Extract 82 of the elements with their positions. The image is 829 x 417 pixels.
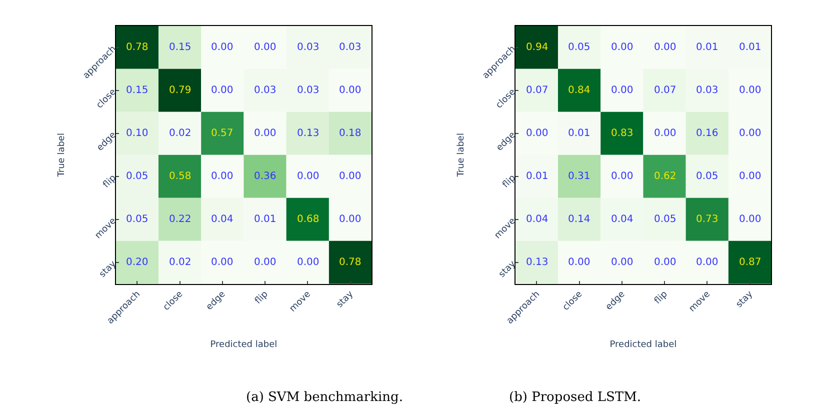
text: (b) Proposed LSTM. [509,390,642,405]
data-label: 0.13 [297,128,320,139]
x-tick-label: flip [652,289,670,306]
data-label: 0.16 [696,128,718,139]
data-label: 0.03 [696,85,718,96]
data-label: 0.01 [696,42,718,53]
data-label: 0.07 [654,85,676,96]
data-label: 0.04 [211,214,234,225]
data-label: 0.01 [254,214,276,225]
data-label: 0.00 [211,42,234,53]
data-label: 0.31 [568,171,590,182]
data-label: 0.00 [611,171,634,182]
y-tick-label: flip [101,173,119,190]
data-label: 0.01 [739,42,762,53]
data-label: 0.00 [611,42,634,53]
data-label: 0.13 [526,257,548,268]
data-label: 0.01 [526,171,548,182]
data-label: 0.00 [297,171,320,182]
data-label: 0.00 [696,257,718,268]
data-label: 0.00 [211,257,234,268]
data-label: 0.07 [526,85,548,96]
data-label: 0.00 [654,42,676,53]
data-label: 0.68 [297,214,320,225]
data-label: 0.18 [339,128,362,139]
data-label: 0.03 [339,42,362,53]
data-label: 0.00 [211,171,234,182]
data-label: 0.14 [568,214,590,225]
data-label: 0.00 [654,128,676,139]
data-label: 0.03 [297,42,320,53]
data-label: 0.15 [169,42,192,53]
data-label: 0.00 [339,85,362,96]
data-label: 0.00 [568,257,590,268]
data-label: 0.20 [126,257,148,268]
data-label: 0.03 [297,85,320,96]
data-label: 0.00 [339,214,362,225]
data-label: 0.04 [526,214,548,225]
data-label: 0.00 [654,257,676,268]
data-label: 0.84 [568,85,590,96]
data-label: 0.00 [611,85,634,96]
data-label: 0.01 [568,128,590,139]
data-label: 0.79 [169,85,192,96]
data-label: 0.78 [126,42,148,53]
data-label: 0.94 [526,42,548,53]
data-label: 0.62 [654,171,676,182]
data-label: 0.83 [611,128,634,139]
data-label: 0.05 [654,214,676,225]
data-label: 0.00 [254,257,276,268]
data-label: 0.00 [611,257,634,268]
data-label: 0.00 [297,257,320,268]
data-label: 0.02 [169,128,192,139]
data-label: 0.03 [254,85,276,96]
data-label: 0.00 [739,85,762,96]
data-label: 0.78 [339,257,362,268]
data-label: 0.00 [254,42,276,53]
data-label: 0.36 [254,171,276,182]
y-axis-title: True label [456,133,466,178]
data-label: 0.05 [696,171,718,182]
data-label: 0.15 [126,85,148,96]
data-label: 0.73 [696,214,718,225]
data-label: 0.05 [126,214,148,225]
data-label: 0.02 [169,257,192,268]
x-tick-label: flip [253,289,271,306]
data-label: 0.00 [739,171,762,182]
data-label: 0.00 [739,128,762,139]
text: (a) SVM benchmarking. [246,390,403,405]
data-label: 0.58 [169,171,192,182]
data-label: 0.04 [611,214,634,225]
data-label: 0.00 [211,85,234,96]
data-label: 0.00 [526,128,548,139]
data-label: 0.00 [739,214,762,225]
data-label: 0.05 [126,171,148,182]
y-tick-label: flip [500,173,518,190]
data-label: 0.10 [126,128,148,139]
data-label: 0.87 [739,257,762,268]
x-axis-title: Predicted label [210,340,278,350]
data-label: 0.05 [568,42,590,53]
data-label: 0.00 [339,171,362,182]
x-axis-title: Predicted label [610,340,677,350]
data-label: 0.22 [169,214,192,225]
data-label: 0.00 [254,128,276,139]
data-label: 0.57 [211,128,234,139]
y-axis-title: True label [56,133,67,178]
